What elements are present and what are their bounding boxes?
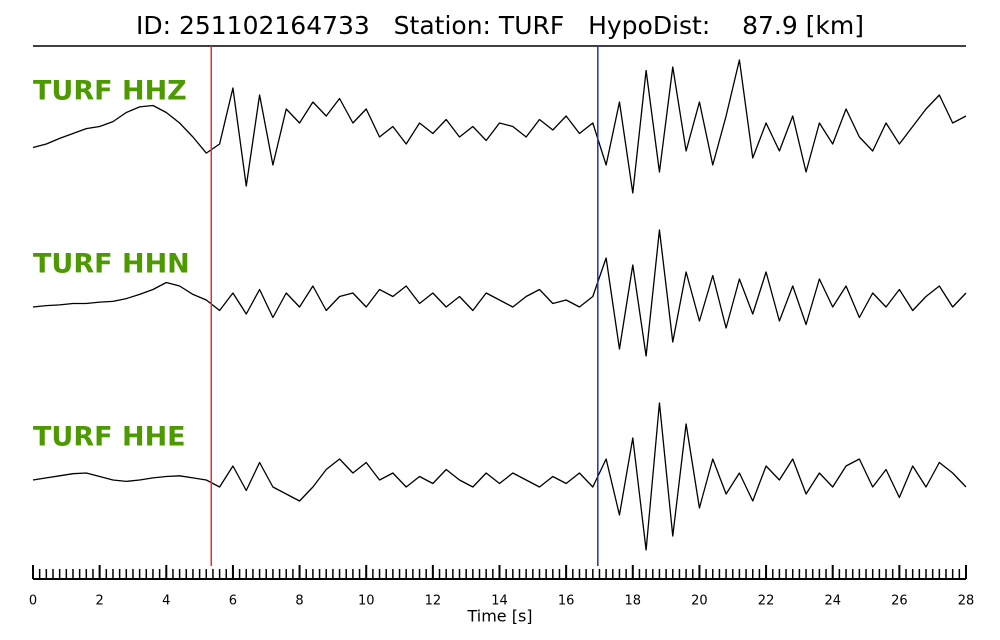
x-tick-label: 24 bbox=[824, 594, 841, 609]
x-tick-label: 20 bbox=[691, 594, 708, 609]
waveform bbox=[32, 402, 967, 551]
x-tick-label: 18 bbox=[625, 594, 642, 609]
x-tick-label: 12 bbox=[425, 594, 442, 609]
waveform bbox=[32, 229, 967, 357]
x-tick-label: 2 bbox=[96, 594, 104, 609]
chart-title: ID: 251102164733 Station: TURF HypoDist:… bbox=[136, 11, 864, 40]
x-tick-label: 22 bbox=[758, 594, 775, 609]
x-tick-label: 0 bbox=[29, 594, 37, 609]
x-tick-label: 16 bbox=[558, 594, 575, 609]
trace-label: TURF HHZ bbox=[33, 76, 187, 107]
x-tick-label: 14 bbox=[491, 594, 508, 609]
x-tick-label: 28 bbox=[958, 594, 975, 609]
waveform bbox=[32, 59, 967, 194]
trace-label: TURF HHE bbox=[33, 422, 186, 453]
x-axis-label: Time [s] bbox=[466, 607, 532, 626]
x-tick-label: 6 bbox=[229, 594, 237, 609]
x-tick-label: 10 bbox=[358, 594, 375, 609]
trace-label: TURF HHN bbox=[33, 249, 190, 280]
x-tick-label: 4 bbox=[162, 594, 170, 609]
x-tick-label: 8 bbox=[295, 594, 303, 609]
x-tick-label: 26 bbox=[891, 594, 908, 609]
